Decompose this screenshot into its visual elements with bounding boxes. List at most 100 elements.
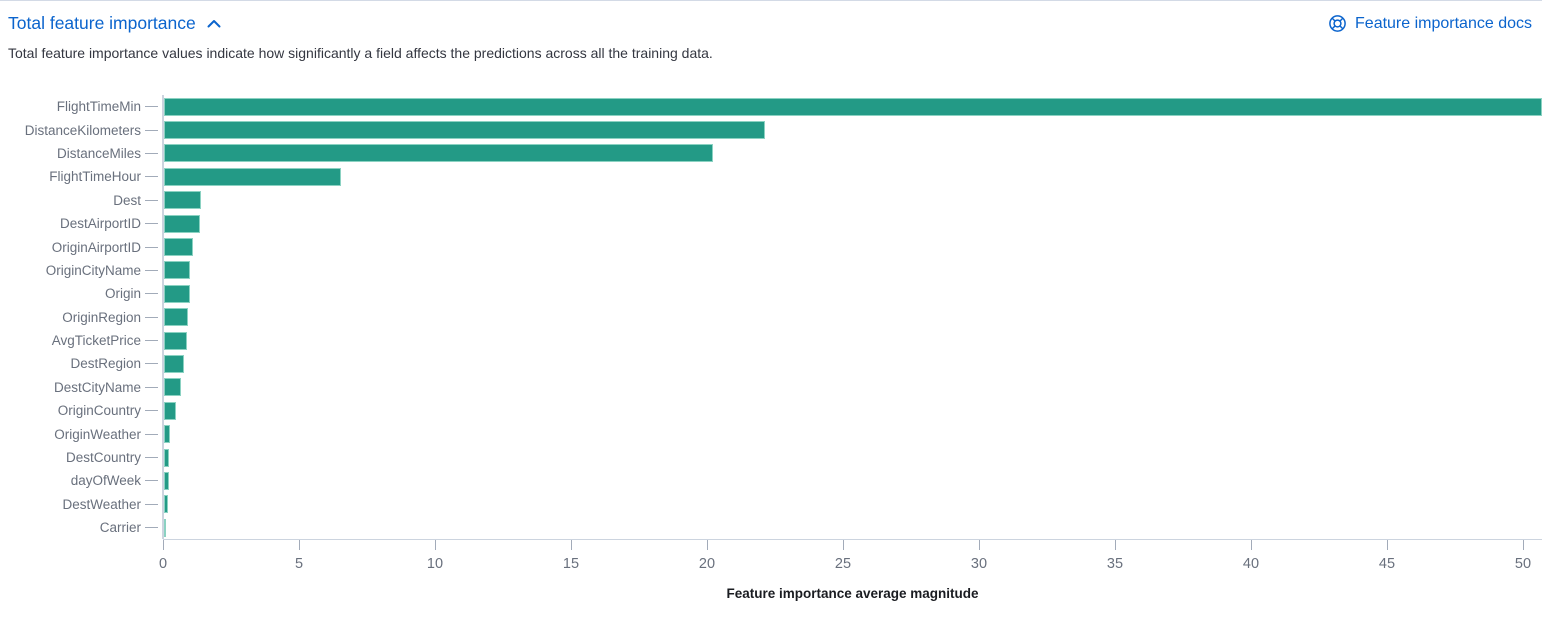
x-tick-mark — [706, 540, 708, 551]
y-axis-label: DestRegion — [70, 356, 141, 372]
bar-track — [164, 259, 1542, 282]
bar-row: FlightTimeMin — [0, 95, 1542, 118]
y-axis-label: OriginCityName — [45, 262, 141, 278]
bar-row: DestRegion — [0, 352, 1542, 375]
y-tick-mark — [145, 106, 158, 108]
importance-bar[interactable] — [164, 191, 201, 210]
y-axis-label: Carrier — [99, 520, 141, 536]
y-tick-mark — [145, 503, 158, 505]
bar-row: DestWeather — [0, 493, 1542, 516]
importance-bar[interactable] — [164, 308, 189, 327]
docs-link-label: Feature importance docs — [1355, 14, 1532, 32]
bar-track — [164, 282, 1542, 305]
y-axis-label: DestWeather — [62, 496, 141, 512]
bar-track — [164, 95, 1542, 118]
x-tick-mark — [163, 540, 164, 551]
x-tick-label: 10 — [426, 556, 444, 573]
bar-track — [164, 399, 1542, 422]
feature-importance-docs-link[interactable]: Feature importance docs — [1328, 14, 1532, 33]
importance-bar[interactable] — [164, 167, 341, 186]
y-tick-mark — [145, 386, 158, 388]
x-tick-mark — [298, 540, 300, 551]
importance-bar[interactable] — [164, 471, 169, 490]
bar-row: DistanceKilometers — [0, 118, 1542, 141]
y-tick-mark — [145, 480, 158, 482]
importance-bar[interactable] — [164, 518, 166, 537]
x-tick-label: 15 — [562, 556, 580, 573]
bar-row: OriginCountry — [0, 399, 1542, 422]
importance-bar[interactable] — [164, 121, 765, 140]
y-axis-label: FlightTimeMin — [56, 99, 141, 115]
bar-row: dayOfWeek — [0, 469, 1542, 492]
importance-bar[interactable] — [164, 97, 1542, 116]
y-axis-label: OriginCountry — [57, 403, 141, 419]
bar-track — [164, 469, 1542, 492]
importance-bar[interactable] — [164, 214, 200, 233]
importance-bar[interactable] — [164, 144, 714, 163]
y-tick-mark — [145, 176, 158, 178]
y-tick-mark — [145, 527, 158, 529]
y-axis-label: DistanceKilometers — [24, 122, 141, 138]
importance-bar[interactable] — [164, 448, 169, 467]
x-tick-mark — [1386, 540, 1388, 551]
x-tick-label: 40 — [1242, 556, 1260, 573]
bar-track — [164, 352, 1542, 375]
x-tick-label: 45 — [1378, 556, 1396, 573]
bar-row: OriginCityName — [0, 259, 1542, 282]
y-axis-label: FlightTimeHour — [49, 169, 141, 185]
x-tick-mark — [1250, 540, 1252, 551]
y-axis-label: DestAirportID — [59, 216, 141, 232]
y-tick-mark — [145, 223, 158, 225]
bar-row: OriginAirportID — [0, 235, 1542, 258]
y-axis-label: OriginRegion — [62, 309, 141, 325]
x-tick-mark — [570, 540, 572, 551]
y-tick-mark — [145, 433, 158, 435]
y-axis-label: Dest — [113, 192, 141, 208]
importance-bar[interactable] — [164, 401, 176, 420]
y-tick-mark — [145, 199, 158, 201]
x-axis-title-wrap: Feature importance average magnitude — [163, 585, 1542, 603]
bar-row: DestAirportID — [0, 212, 1542, 235]
bar-track — [164, 142, 1542, 165]
y-tick-mark — [145, 293, 158, 295]
bar-row: OriginWeather — [0, 422, 1542, 445]
y-axis-label: DestCityName — [53, 379, 141, 395]
x-tick-mark — [1114, 540, 1116, 551]
y-axis-label: OriginAirportID — [51, 239, 141, 255]
y-tick-mark — [145, 129, 158, 131]
bar-row: Carrier — [0, 516, 1542, 539]
x-tick-label: 5 — [294, 556, 304, 573]
x-tick-label: 30 — [970, 556, 988, 573]
y-axis-label: AvgTicketPrice — [51, 333, 141, 349]
x-axis-line — [163, 539, 1542, 541]
importance-bar[interactable] — [164, 495, 169, 514]
x-tick-label: 25 — [834, 556, 852, 573]
importance-bar[interactable] — [164, 331, 188, 350]
bar-track — [164, 446, 1542, 469]
bar-row: AvgTicketPrice — [0, 329, 1542, 352]
x-tick-label: 20 — [698, 556, 716, 573]
y-axis-label: dayOfWeek — [70, 473, 141, 489]
bar-track — [164, 516, 1542, 539]
bar-row: FlightTimeHour — [0, 165, 1542, 188]
bar-row: OriginRegion — [0, 306, 1542, 329]
y-tick-mark — [145, 316, 158, 318]
y-tick-mark — [145, 152, 158, 154]
panel-header: Total feature importance Feature importa… — [0, 1, 1542, 34]
y-tick-mark — [145, 246, 158, 248]
importance-bar[interactable] — [164, 425, 170, 444]
accordion-toggle-total-feature-importance[interactable]: Total feature importance — [8, 13, 222, 34]
importance-bar[interactable] — [164, 354, 184, 373]
y-tick-mark — [145, 410, 158, 412]
panel-title: Total feature importance — [8, 13, 196, 33]
x-tick-mark — [842, 540, 844, 551]
chevron-up-icon — [206, 16, 222, 32]
x-tick-mark — [434, 540, 436, 551]
importance-bar[interactable] — [164, 284, 190, 303]
panel-description: Total feature importance values indicate… — [8, 45, 713, 61]
bar-track — [164, 306, 1542, 329]
x-axis: 0 5 10 15 20 25 30 35 40 45 50 — [159, 539, 1542, 581]
importance-bar[interactable] — [164, 238, 194, 257]
importance-bar[interactable] — [164, 261, 191, 280]
importance-bar[interactable] — [164, 378, 181, 397]
